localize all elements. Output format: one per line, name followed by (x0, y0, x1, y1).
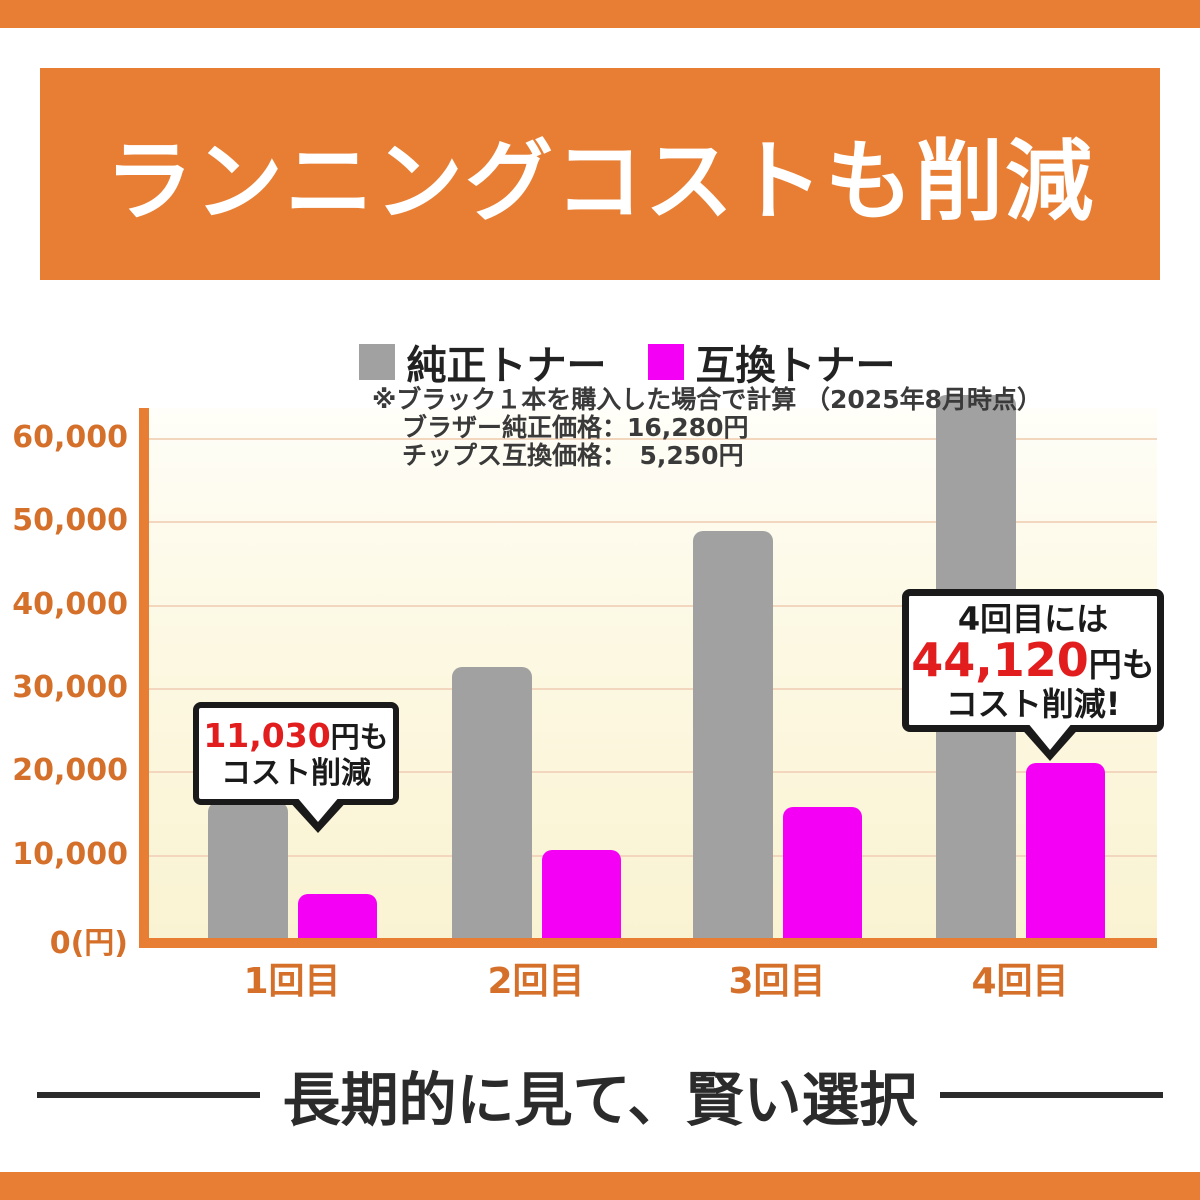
callout-tail-icon (1018, 722, 1082, 761)
callout-fourth-savings: 4回目には 44,120円も コスト削減! (902, 589, 1164, 761)
legend-item-genuine: 純正トナー (358, 333, 607, 391)
callout-first-savings-amount: 11,030円も (203, 716, 389, 755)
x-axis-line (139, 938, 1157, 948)
gridline (148, 521, 1157, 524)
y-tick-label: 30,000 (12, 670, 128, 705)
bar-genuine-1 (208, 802, 288, 938)
legend-label-compatible: 互換トナー (695, 343, 896, 389)
callout-fourth-savings-text: コスト削減! (945, 684, 1121, 723)
legend-swatch-genuine (358, 344, 395, 380)
gridline (148, 604, 1157, 607)
x-axis-tick-labels: 1回目 2回目 3回目 4回目 (148, 952, 1157, 1002)
bar-group-1 (208, 802, 377, 938)
y-tick-label: 60,000 (12, 420, 128, 455)
gridline (148, 688, 1157, 690)
bar-compatible-1 (298, 894, 377, 938)
callout-first-savings-text: コスト削減 (221, 756, 371, 791)
y-tick-label: 40,000 (12, 586, 128, 622)
note-line-genuine-price: ブラザー純正価格：16,280円 (402, 413, 749, 442)
x-tick-label: 4回目 (971, 961, 1069, 1002)
bar-compatible-4 (1026, 763, 1105, 938)
y-tick-label: 50,000 (12, 503, 128, 539)
x-tick-label: 2回目 (487, 961, 585, 1002)
gridline (148, 438, 1157, 440)
left-rule (37, 1092, 261, 1098)
page-title: ランニングコストも削減 (104, 129, 1095, 233)
bar-group-3 (693, 531, 862, 938)
x-tick-label: 3回目 (728, 961, 826, 1002)
legend-swatch-compatible (647, 344, 684, 380)
gridline (148, 771, 1157, 774)
y-tick-label: 10,000 (12, 836, 128, 872)
chart-legend: 純正トナー 互換トナー (0, 333, 1200, 391)
x-tick-label: 1回目 (243, 961, 341, 1002)
callout-first-savings: 11,030円も コスト削減 (193, 702, 399, 833)
y-axis-line (139, 408, 149, 948)
callout-fourth-savings-amount: 44,120円も (911, 632, 1155, 687)
right-rule (939, 1092, 1164, 1098)
top-accent-bar (0, 0, 1200, 28)
gridline (148, 854, 1157, 857)
y-tick-label: 20,000 (12, 753, 128, 789)
bar-group-2 (452, 667, 621, 938)
bar-compatible-2 (542, 850, 621, 938)
callout-fourth-savings-intro: 4回目には (957, 599, 1109, 638)
y-axis-tick-labels: 0(円) 10,000 20,000 30,000 40,000 50,000 60,000 (0, 408, 132, 968)
bar-compatible-3 (783, 807, 862, 938)
chart-note: ※ブラック１本を購入した場合で計算 （2025年8月時点） ブラザー純正価格：1… (372, 386, 1042, 470)
legend-item-compatible: 互換トナー (647, 333, 896, 391)
header-banner: ランニングコストも削減 (40, 68, 1160, 280)
bottom-accent-bar (0, 1172, 1200, 1200)
legend-label-genuine: 純正トナー (406, 343, 607, 389)
callout-tail-icon (287, 796, 349, 833)
footer-tagline-row: 長期的に見て、賢い選択 (37, 1053, 1164, 1137)
y-tick-label: 0(円) (49, 926, 128, 961)
note-line-calculation: ※ブラック１本を購入した場合で計算 （2025年8月時点） (372, 385, 1042, 414)
note-line-compatible-price: チップス互換価格： 5,250円 (402, 441, 744, 470)
footer-tagline: 長期的に見て、賢い選択 (282, 1066, 918, 1134)
bar-genuine-2 (452, 667, 532, 938)
bar-genuine-3 (693, 531, 773, 938)
